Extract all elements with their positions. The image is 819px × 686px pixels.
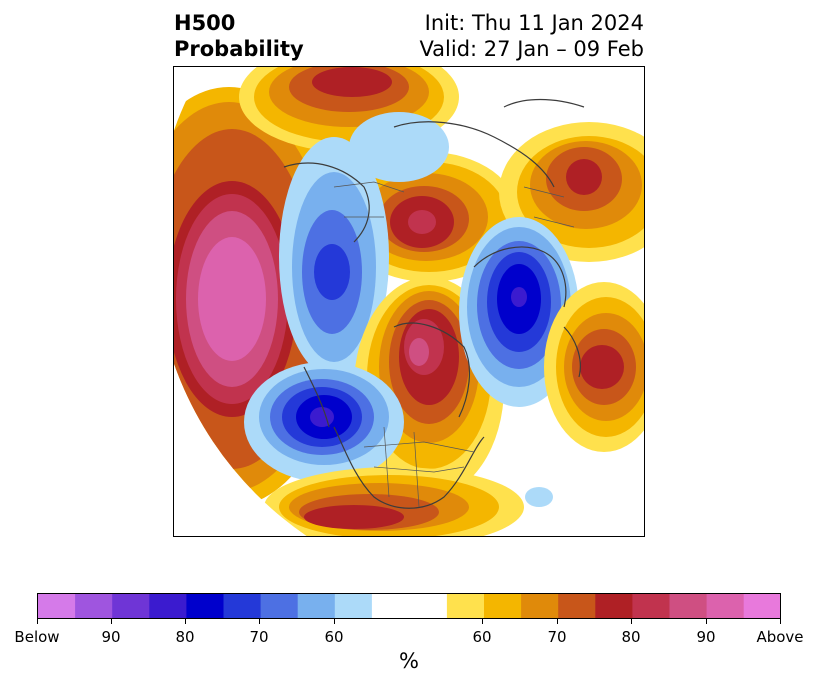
colorbar-tick-label: 90 [696, 628, 716, 646]
asia-below [349, 112, 449, 182]
colorbar-tick-label: 70 [249, 628, 269, 646]
arctic-above [339, 152, 519, 282]
map-svg [174, 67, 644, 536]
title-line-1: H500 [174, 11, 236, 35]
colorbar-tickmark [37, 619, 38, 624]
atlantic-below [459, 217, 579, 407]
colorbar-segment [743, 594, 780, 618]
probability-map [173, 66, 645, 537]
colorbar-tickmark [706, 619, 707, 624]
colorbar-tick-label: 60 [472, 628, 492, 646]
colorbar-segment [260, 594, 299, 618]
colorbar-tick-label: 80 [621, 628, 641, 646]
colorbar-tick-label: 80 [175, 628, 195, 646]
colorbar-tick-label: 90 [101, 628, 121, 646]
colorbar-segment [75, 594, 113, 618]
colorbar-tickmark [334, 619, 335, 624]
colorbar-segment [149, 594, 187, 618]
colorbar-tick-label: 70 [547, 628, 567, 646]
chart-title: H500 Probability [174, 10, 304, 62]
colorbar-segment [706, 594, 745, 618]
colorbar-segment [334, 594, 373, 618]
colorbar-segment [186, 594, 224, 618]
colorbar-tickmark [111, 619, 112, 624]
colorbar-tickmark [259, 619, 260, 624]
colorbar-segment [484, 594, 522, 618]
colorbar-segment [371, 594, 448, 618]
colorbar-label: % [399, 649, 419, 673]
colorbar-segment [446, 594, 485, 618]
colorbar-segment [521, 594, 559, 618]
valid-range: Valid: 27 Jan – 09 Feb [419, 37, 644, 61]
colorbar-tickmark [557, 619, 558, 624]
atlantic-small-below [525, 487, 553, 507]
colorbar-segment [595, 594, 633, 618]
colorbar-segment [112, 594, 150, 618]
colorbar-segment [632, 594, 670, 618]
colorbar-segment [223, 594, 262, 618]
colorbar-tick-label: Above [756, 628, 804, 646]
west-america-below [244, 362, 404, 482]
north-atlantic-above [544, 282, 644, 452]
anomaly-fields [174, 67, 644, 536]
colorbar-tick-label: 60 [324, 628, 344, 646]
colorbar-tickmark [631, 619, 632, 624]
colorbar-segment [558, 594, 596, 618]
borders [333, 181, 575, 508]
colorbar-tickmark [185, 619, 186, 624]
europe-below [279, 137, 389, 377]
colorbar-segment [669, 594, 708, 618]
colorbar-tick-label: Below [14, 628, 60, 646]
colorbar-segment [38, 594, 76, 618]
colorbar-svg [38, 594, 780, 618]
date-info: Init: Thu 11 Jan 2024 Valid: 27 Jan – 09… [419, 10, 644, 62]
colorbar-tickmark [780, 619, 781, 624]
colorbar-tickmark [482, 619, 483, 624]
colorbar [37, 593, 781, 619]
init-date: Init: Thu 11 Jan 2024 [424, 11, 644, 35]
coastlines [283, 98, 585, 509]
colorbar-segment [297, 594, 336, 618]
title-line-2: Probability [174, 37, 304, 61]
